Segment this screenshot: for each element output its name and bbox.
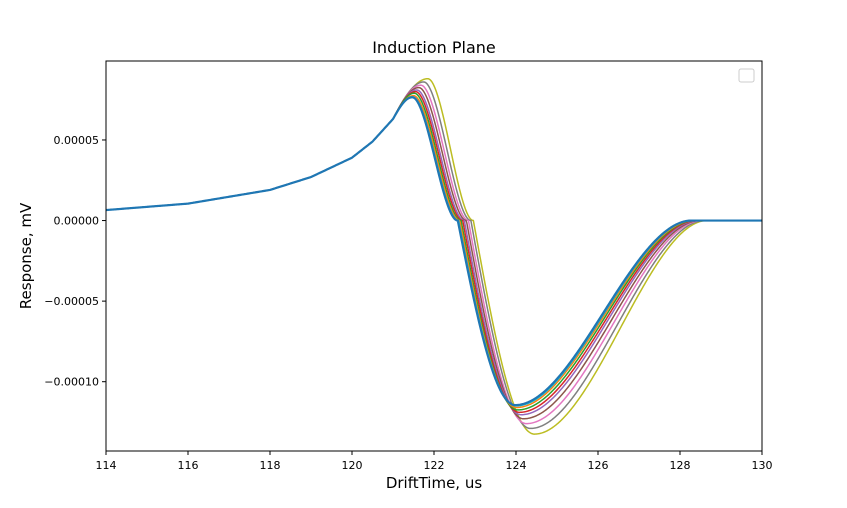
series-line (105, 96, 762, 407)
y-tick-label: 0.00005 (54, 134, 100, 147)
legend-box (738, 68, 755, 83)
chart-title: Induction Plane (372, 38, 496, 57)
x-axis-ticks: 114 116 118 120 122 124 126 128 130 (96, 451, 773, 472)
x-tick-label: 120 (342, 459, 363, 472)
y-axis-label: Response, mV (17, 202, 35, 309)
x-tick-label: 130 (752, 459, 773, 472)
x-tick-label: 124 (506, 459, 527, 472)
y-tick-label: 0.00000 (54, 215, 100, 228)
y-tick-label: −0.00005 (44, 295, 99, 308)
x-tick-label: 128 (670, 459, 691, 472)
x-axis-label: DriftTime, us (386, 474, 483, 492)
x-tick-label: 116 (178, 459, 199, 472)
x-tick-label: 118 (260, 459, 281, 472)
y-tick-label: −0.00010 (44, 376, 99, 389)
y-axis-ticks: −0.00010 −0.00005 0.00000 0.00005 (44, 134, 106, 389)
x-tick-label: 114 (96, 459, 117, 472)
x-tick-label: 126 (588, 459, 609, 472)
x-tick-label: 122 (424, 459, 445, 472)
plot-lines (105, 77, 762, 435)
